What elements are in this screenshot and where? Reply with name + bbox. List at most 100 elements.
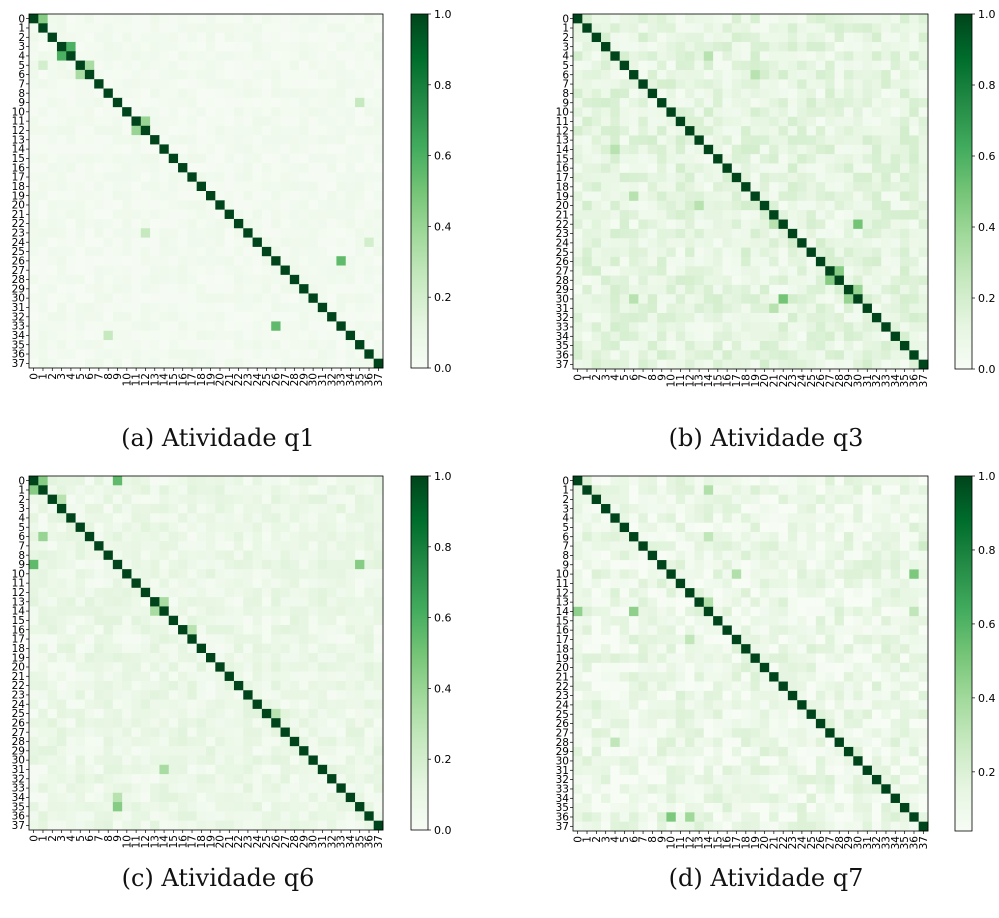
heatmap-cell	[150, 14, 160, 24]
heatmap-cell	[261, 60, 272, 71]
heatmap-cell	[243, 653, 253, 663]
heatmap-cell	[168, 274, 179, 285]
heatmap-cell	[75, 503, 86, 514]
heatmap-cell	[675, 144, 686, 155]
heatmap-cell	[140, 349, 151, 360]
heatmap-cell	[582, 476, 593, 486]
heatmap-cell	[815, 247, 826, 258]
heatmap-cell	[308, 181, 319, 192]
heatmap-cell	[140, 811, 151, 822]
heatmap-cell	[890, 210, 901, 220]
heatmap-cell	[862, 219, 873, 230]
colorbar-tick-label: 0.2	[434, 291, 452, 304]
heatmap-cell	[215, 125, 226, 136]
heatmap-cell	[364, 153, 375, 164]
heatmap-cell	[815, 60, 826, 71]
heatmap-cell	[601, 116, 611, 127]
heatmap-cell	[881, 116, 892, 127]
heatmap-cell	[317, 792, 328, 803]
heatmap-cell	[196, 736, 207, 747]
heatmap-cell	[685, 266, 695, 276]
heatmap-cell	[694, 504, 705, 514]
heatmap-cell	[731, 98, 742, 108]
heatmap-cell	[289, 32, 300, 43]
heatmap-cell	[131, 218, 142, 229]
heatmap-cell	[741, 32, 751, 43]
heatmap-cell	[47, 51, 58, 61]
heatmap-cell	[252, 191, 263, 201]
heatmap-cell	[336, 330, 347, 341]
heatmap-cell	[769, 350, 779, 361]
heatmap-cell	[787, 228, 798, 239]
heatmap-cell	[233, 680, 244, 691]
heatmap-cell	[336, 60, 347, 71]
heatmap-cell	[131, 476, 142, 486]
heatmap-cell	[759, 51, 770, 62]
heatmap-cell	[834, 98, 845, 108]
heatmap-cell	[373, 209, 384, 220]
heatmap-cell	[29, 820, 39, 831]
heatmap-cell	[308, 485, 319, 496]
heatmap-cell	[233, 107, 244, 117]
heatmap-cell	[94, 727, 104, 738]
heatmap-cell	[261, 163, 272, 173]
heatmap-cell	[243, 606, 253, 617]
heatmap-cell	[196, 107, 207, 117]
heatmap-cell	[280, 340, 291, 350]
heatmap-cell	[638, 154, 649, 164]
heatmap-cell	[317, 135, 328, 145]
heatmap-cell	[327, 321, 337, 332]
heatmap-cell	[122, 690, 132, 700]
heatmap-cell	[168, 153, 179, 164]
heatmap-cell	[206, 163, 216, 173]
heatmap-cell	[769, 135, 779, 146]
heatmap-cell	[647, 126, 658, 136]
x-tick-label: 35	[899, 374, 911, 387]
heatmap-cell	[289, 541, 300, 551]
heatmap-cell	[685, 154, 695, 164]
heatmap-cell	[308, 312, 319, 322]
heatmap-cell	[196, 302, 207, 313]
heatmap-cell	[909, 238, 920, 248]
heatmap-cell	[75, 237, 86, 248]
heatmap-cell	[224, 690, 235, 700]
heatmap-cell	[131, 14, 142, 24]
x-tick-label: 11	[675, 374, 687, 387]
heatmap-cell	[243, 643, 253, 654]
heatmap-cell	[610, 350, 621, 361]
heatmap-cell	[112, 699, 123, 710]
heatmap-cell	[843, 116, 854, 127]
y-tick-label: 27	[556, 266, 569, 278]
heatmap-cell	[47, 634, 58, 645]
heatmap-cell	[29, 200, 39, 211]
heatmap-cell	[759, 154, 770, 164]
heatmap-cell	[675, 200, 686, 211]
heatmap-cell	[364, 312, 375, 322]
heatmap-cell	[675, 163, 686, 174]
heatmap-cell	[131, 349, 142, 360]
heatmap-cell	[806, 191, 817, 202]
heatmap-cell	[178, 597, 188, 607]
heatmap-cell	[327, 116, 337, 127]
heatmap-cell	[168, 135, 179, 145]
heatmap-cell	[94, 79, 104, 89]
heatmap-cell	[215, 680, 226, 691]
heatmap-cell	[591, 191, 602, 202]
heatmap-cell	[909, 191, 920, 202]
heatmap-cell	[299, 774, 309, 784]
heatmap-cell	[56, 559, 67, 570]
heatmap-cell	[899, 485, 910, 496]
heatmap-cell	[364, 615, 375, 626]
heatmap-cell	[694, 200, 705, 211]
heatmap-cell	[261, 746, 272, 756]
heatmap-cell	[862, 126, 873, 136]
heatmap-cell	[373, 662, 384, 673]
heatmap-cell	[261, 802, 272, 812]
heatmap-cell	[327, 597, 337, 607]
heatmap-cell	[666, 98, 677, 108]
heatmap-cell	[47, 228, 58, 238]
heatmap-cell	[909, 42, 920, 52]
heatmap-cell	[233, 522, 244, 533]
heatmap-cell	[364, 513, 375, 523]
y-tick-label: 15	[556, 153, 569, 165]
